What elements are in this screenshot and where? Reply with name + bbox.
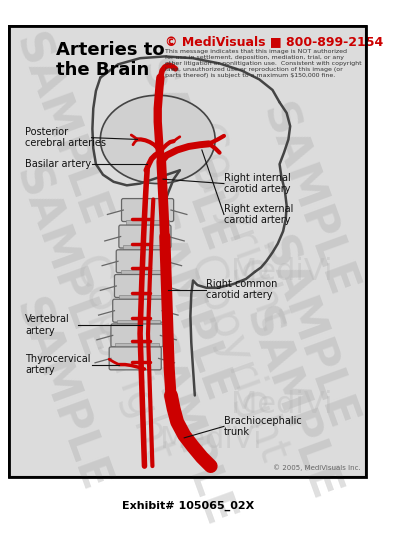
Text: SAMPLE: SAMPLE — [6, 28, 115, 233]
Text: Vertebral
artery: Vertebral artery — [25, 314, 70, 335]
Bar — [117, 320, 160, 326]
Text: SAMPLE: SAMPLE — [129, 328, 239, 533]
FancyBboxPatch shape — [115, 274, 166, 297]
Bar — [119, 295, 162, 302]
Text: Right external
carotid artery: Right external carotid artery — [224, 203, 293, 225]
Bar — [115, 343, 159, 350]
Text: SAMPLE: SAMPLE — [6, 160, 115, 366]
FancyBboxPatch shape — [119, 225, 171, 248]
Bar — [121, 270, 164, 277]
Bar — [126, 220, 169, 227]
Text: Right internal
carotid artery: Right internal carotid artery — [224, 173, 291, 195]
Text: Arteries to
the Brain: Arteries to the Brain — [56, 41, 165, 79]
Text: SAMPLE: SAMPLE — [129, 55, 239, 259]
Text: MediVi: MediVi — [160, 425, 262, 454]
Text: MediVi: MediVi — [231, 390, 332, 419]
Text: Posterior
cerebral arteries: Posterior cerebral arteries — [25, 127, 106, 149]
FancyBboxPatch shape — [109, 347, 161, 370]
Text: Exhibit# 105065_02X: Exhibit# 105065_02X — [122, 501, 254, 511]
Text: Copyright: Copyright — [180, 250, 295, 470]
Text: SAMPLE: SAMPLE — [235, 302, 345, 507]
Text: © 2005, MediVisuals Inc.: © 2005, MediVisuals Inc. — [273, 465, 361, 471]
Text: SAMPLE: SAMPLE — [253, 231, 363, 436]
FancyBboxPatch shape — [113, 299, 165, 322]
Text: SAMPLE: SAMPLE — [129, 205, 239, 410]
Text: Right common
carotid artery: Right common carotid artery — [206, 279, 278, 300]
Text: Brachiocephalic
trunk: Brachiocephalic trunk — [224, 415, 302, 437]
FancyBboxPatch shape — [111, 324, 163, 347]
Text: SAMPLE: SAMPLE — [6, 293, 115, 498]
Bar — [123, 245, 166, 253]
FancyBboxPatch shape — [122, 198, 174, 221]
Text: MediVi: MediVi — [231, 257, 332, 286]
Ellipse shape — [100, 95, 215, 183]
Text: Copyright: Copyright — [180, 118, 295, 338]
Text: Copyright: Copyright — [65, 250, 180, 470]
Text: SAMPLE: SAMPLE — [253, 99, 363, 304]
Text: Thyrocervical
artery: Thyrocervical artery — [25, 354, 91, 375]
Text: © MediVisuals ■ 800-899-2154: © MediVisuals ■ 800-899-2154 — [165, 35, 383, 48]
Text: Basilar artery: Basilar artery — [25, 159, 91, 169]
FancyBboxPatch shape — [116, 250, 169, 273]
Text: This message indicates that this image is NOT authorized
for use in settlement, : This message indicates that this image i… — [165, 49, 361, 78]
